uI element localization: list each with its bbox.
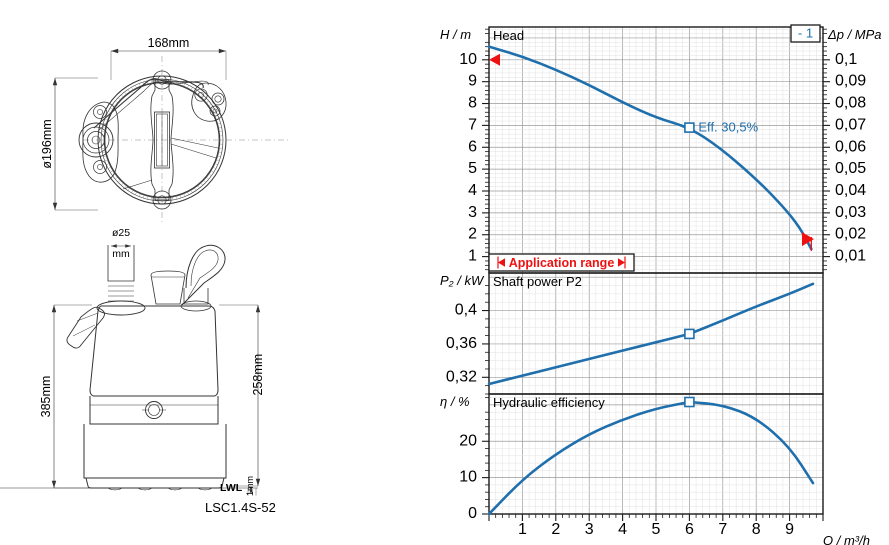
svg-text:0,07: 0,07 [835,116,866,133]
svg-text:ø196mm: ø196mm [40,119,54,168]
svg-text:η / %: η / % [440,394,470,409]
svg-text:9: 9 [468,73,477,90]
svg-text:3: 3 [585,521,594,538]
svg-text:2: 2 [468,226,477,243]
svg-text:0: 0 [468,505,477,522]
svg-text:6: 6 [468,138,477,155]
svg-text:0,02: 0,02 [835,226,866,243]
svg-text:0,36: 0,36 [446,335,477,352]
svg-text:Q / m³/h: Q / m³/h [823,533,870,545]
svg-text:8: 8 [468,95,477,112]
svg-text:9: 9 [785,521,794,538]
svg-text:LSC1.4S-52: LSC1.4S-52 [205,500,276,515]
svg-text:7: 7 [468,116,477,133]
svg-text:LWL: LWL [220,482,243,494]
svg-text:4: 4 [468,182,477,199]
svg-text:0,08: 0,08 [835,95,866,112]
svg-text:0,4: 0,4 [455,302,477,319]
svg-text:5: 5 [468,160,477,177]
svg-text:168mm: 168mm [148,36,190,50]
svg-text:1mm: 1mm [245,476,255,496]
svg-text:5: 5 [652,521,661,538]
svg-text:20: 20 [459,432,477,449]
svg-text:2: 2 [551,521,560,538]
svg-text:258mm: 258mm [251,354,265,396]
svg-text:8: 8 [752,521,761,538]
svg-text:- 1: - 1 [798,26,813,41]
svg-text:7: 7 [718,521,727,538]
svg-text:3: 3 [468,204,477,221]
svg-text:Δp / MPa: Δp / MPa [827,27,882,42]
svg-text:0,04: 0,04 [835,182,866,199]
svg-text:Shaft power P2: Shaft power P2 [493,274,582,289]
svg-text:Hydraulic efficiency: Hydraulic efficiency [493,395,605,410]
svg-text:10: 10 [459,469,477,486]
svg-text:0,09: 0,09 [835,73,866,90]
svg-text:Head: Head [493,28,524,43]
svg-text:0,01: 0,01 [835,248,866,265]
svg-text:4: 4 [618,521,627,538]
svg-text:0,05: 0,05 [835,160,866,177]
svg-text:0,32: 0,32 [446,368,477,385]
svg-text:10: 10 [459,51,477,68]
svg-text:0,03: 0,03 [835,204,866,221]
svg-text:0,06: 0,06 [835,138,866,155]
svg-text:P₂ / kW: P₂ / kW [440,273,485,288]
svg-text:1: 1 [518,521,527,538]
svg-text:0,1: 0,1 [835,51,857,68]
svg-text:385mm: 385mm [39,376,53,418]
svg-text:6: 6 [685,521,694,538]
svg-text:Eff. 30,5%: Eff. 30,5% [698,120,758,135]
svg-text:mm: mm [112,248,130,260]
svg-text:H / m: H / m [440,27,471,42]
svg-text:1: 1 [468,248,477,265]
svg-text:Application range: Application range [509,256,615,270]
svg-text:ø25: ø25 [112,227,130,239]
